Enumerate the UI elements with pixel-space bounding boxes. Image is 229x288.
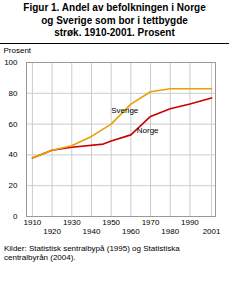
svg-text:1950: 1950: [102, 218, 120, 227]
svg-text:40: 40: [9, 150, 18, 159]
svg-text:Sverige: Sverige: [111, 106, 139, 115]
svg-text:1910: 1910: [24, 218, 42, 227]
svg-text:1990: 1990: [181, 218, 199, 227]
svg-text:1940: 1940: [83, 227, 101, 236]
html-text:Kilder: Statistisk sentralbyрå: Kilder: Statistisk sentralbyрå (1995) og…: [4, 243, 180, 263]
svg-text:1970: 1970: [142, 218, 160, 227]
svg-text:60: 60: [9, 119, 18, 128]
svg-text:1930: 1930: [63, 218, 81, 227]
svg-text:Norge: Norge: [137, 126, 159, 135]
svg-text:1920: 1920: [43, 227, 61, 236]
svg-text:80: 80: [9, 88, 18, 97]
svg-text:1980: 1980: [161, 227, 179, 236]
html-text:Figur 1. Andel av befolkningen: Figur 1. Andel av befolkningen i Norge o…: [23, 2, 206, 38]
svg-text:0: 0: [13, 212, 18, 221]
svg-text:1960: 1960: [122, 227, 140, 236]
svg-text:20: 20: [9, 181, 18, 190]
svg-text:100: 100: [4, 58, 18, 67]
svg-text:Prosent: Prosent: [4, 46, 32, 55]
svg-text:2001: 2001: [203, 227, 221, 236]
